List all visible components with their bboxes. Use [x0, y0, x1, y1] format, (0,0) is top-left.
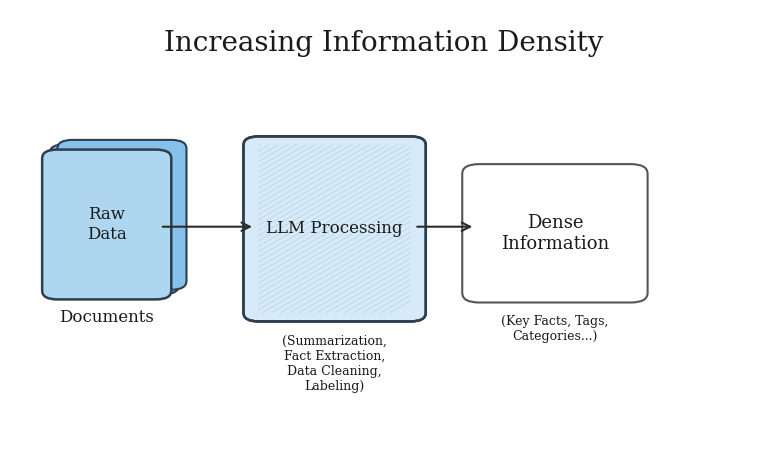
Text: LLM Processing: LLM Processing — [266, 220, 403, 238]
Text: (Key Facts, Tags,
Categories...): (Key Facts, Tags, Categories...) — [502, 315, 608, 343]
FancyBboxPatch shape — [58, 140, 187, 290]
FancyBboxPatch shape — [42, 150, 171, 299]
Text: Raw
Data: Raw Data — [87, 206, 127, 243]
Text: Dense
Information: Dense Information — [501, 214, 609, 253]
Text: (Summarization,
Fact Extraction,
Data Cleaning,
Labeling): (Summarization, Fact Extraction, Data Cl… — [282, 335, 387, 393]
FancyBboxPatch shape — [50, 144, 179, 294]
FancyBboxPatch shape — [243, 136, 425, 321]
Text: Increasing Information Density: Increasing Information Density — [164, 31, 604, 57]
FancyBboxPatch shape — [462, 164, 647, 303]
Text: Documents: Documents — [59, 308, 154, 326]
